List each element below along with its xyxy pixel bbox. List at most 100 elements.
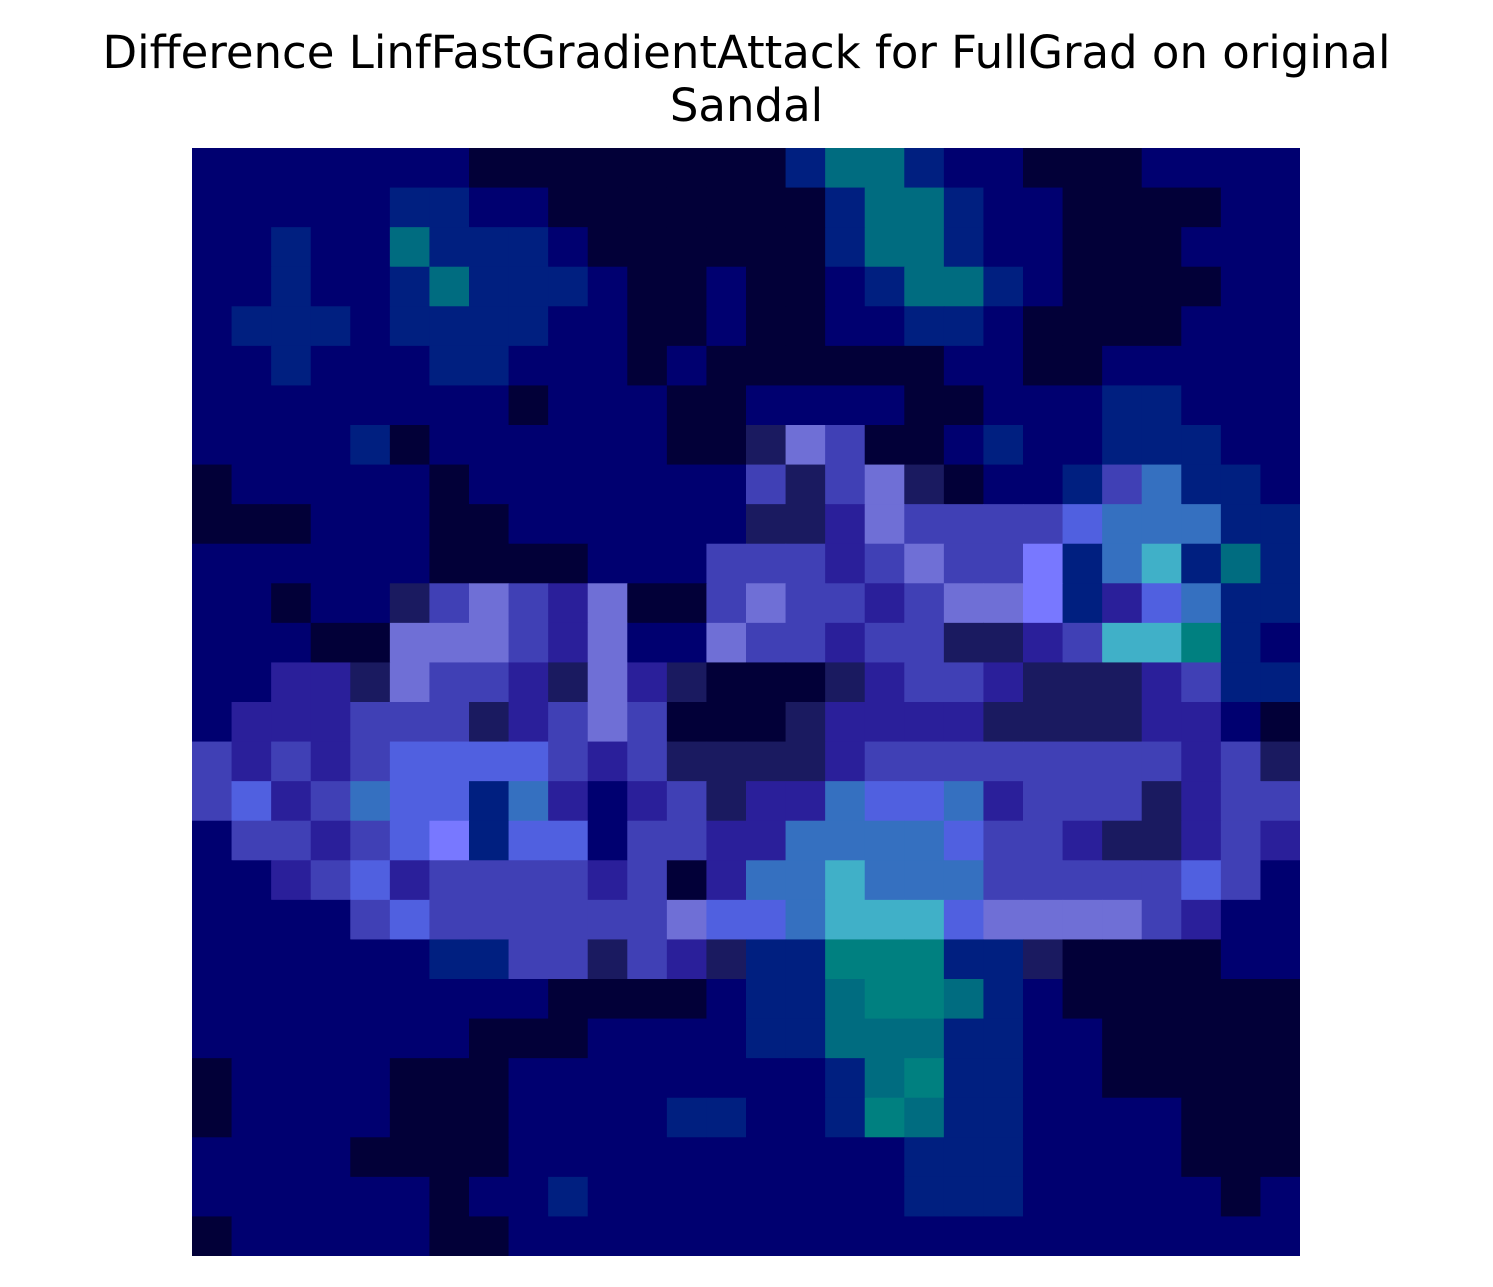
heatmap-cell	[627, 741, 668, 782]
heatmap-cell	[389, 227, 431, 268]
heatmap-cell	[429, 820, 470, 861]
heatmap-cell	[1181, 741, 1222, 782]
heatmap-cell	[587, 1097, 628, 1138]
heatmap-cell	[587, 464, 628, 505]
heatmap-cell	[429, 939, 470, 980]
heatmap-cell	[587, 1216, 628, 1256]
heatmap-cell	[508, 1058, 549, 1099]
heatmap-cell	[548, 781, 589, 822]
heatmap-cell	[1023, 622, 1064, 664]
heatmap-cell	[904, 781, 945, 822]
heatmap-cell	[508, 820, 549, 861]
heatmap-cell	[666, 543, 708, 584]
heatmap-cell	[429, 227, 470, 268]
heatmap-cell	[943, 741, 985, 782]
heatmap-cell	[1102, 1216, 1143, 1256]
heatmap-cell	[429, 662, 470, 703]
heatmap-cell	[627, 1176, 668, 1218]
heatmap-cell	[1220, 187, 1262, 228]
heatmap-cell	[1181, 860, 1222, 901]
heatmap-cell	[746, 345, 787, 387]
heatmap-cell	[1260, 464, 1300, 505]
heatmap-cell	[904, 345, 945, 387]
heatmap-cell	[1181, 1018, 1222, 1059]
heatmap-cell	[1102, 385, 1143, 426]
heatmap-cell	[1220, 1176, 1262, 1218]
heatmap-cell	[310, 227, 351, 268]
heatmap-cell	[192, 306, 233, 347]
heatmap-cell	[548, 306, 589, 347]
heatmap-cell	[1062, 1137, 1103, 1178]
heatmap-cell	[943, 702, 985, 743]
heatmap-cell	[1181, 1097, 1222, 1138]
heatmap-cell	[785, 979, 826, 1020]
heatmap-cell	[666, 306, 708, 347]
heatmap-cell	[746, 464, 787, 505]
heatmap-cell	[785, 1176, 826, 1218]
heatmap-cell	[1181, 227, 1222, 268]
heatmap-cell	[706, 1176, 747, 1218]
heatmap-cell	[983, 622, 1024, 664]
heatmap-cell	[469, 1097, 510, 1138]
heatmap-cell	[1260, 266, 1300, 307]
heatmap-cell	[271, 583, 312, 624]
heatmap-cell	[271, 425, 312, 466]
heatmap-cell	[1181, 345, 1222, 387]
heatmap-cell	[706, 266, 747, 307]
heatmap-cell	[943, 899, 985, 941]
heatmap-cell	[469, 583, 510, 624]
heatmap-cell	[825, 1137, 866, 1178]
heatmap-cell	[666, 385, 708, 426]
heatmap-cell	[1220, 741, 1262, 782]
heatmap-cell	[706, 1097, 747, 1138]
heatmap-cell	[1141, 306, 1182, 347]
heatmap-cell	[389, 543, 431, 584]
heatmap-cell	[508, 939, 549, 980]
heatmap-cell	[904, 1058, 945, 1099]
heatmap-cell	[469, 1137, 510, 1178]
heatmap-cell	[1062, 148, 1103, 189]
heatmap-cell	[983, 860, 1024, 901]
heatmap-cell	[469, 1058, 510, 1099]
heatmap-cell	[231, 1176, 272, 1218]
heatmap-cell	[706, 781, 747, 822]
heatmap-cell	[192, 385, 233, 426]
heatmap-cell	[983, 979, 1024, 1020]
heatmap-cell	[1181, 543, 1222, 584]
heatmap-cell	[1141, 622, 1182, 664]
heatmap-cell	[825, 979, 866, 1020]
heatmap-cell	[706, 385, 747, 426]
heatmap-cell	[389, 148, 431, 189]
heatmap-cell	[746, 860, 787, 901]
heatmap-cell	[231, 899, 272, 941]
heatmap-cell	[1062, 187, 1103, 228]
heatmap-cell	[746, 266, 787, 307]
heatmap-cell	[389, 979, 431, 1020]
heatmap-cell	[666, 1058, 708, 1099]
heatmap-cell	[627, 1216, 668, 1256]
heatmap-cell	[389, 1176, 431, 1218]
heatmap-cell	[429, 425, 470, 466]
heatmap-cell	[1220, 464, 1262, 505]
heatmap-cell	[825, 1176, 866, 1218]
heatmap-cell	[825, 385, 866, 426]
heatmap-cell	[825, 820, 866, 861]
heatmap-cell	[310, 979, 351, 1020]
heatmap-cell	[548, 345, 589, 387]
heatmap-cell	[904, 1018, 945, 1059]
heatmap-cell	[1181, 781, 1222, 822]
heatmap-cell	[1260, 504, 1300, 545]
heatmap-cell	[706, 979, 747, 1020]
heatmap-cell	[983, 227, 1024, 268]
heatmap-cell	[1102, 1137, 1143, 1178]
heatmap-cell	[825, 1097, 866, 1138]
heatmap-cell	[825, 306, 866, 347]
heatmap-cell	[231, 702, 272, 743]
heatmap-cell	[271, 266, 312, 307]
heatmap-cell	[1023, 860, 1064, 901]
heatmap-cell	[231, 622, 272, 664]
heatmap-cell	[706, 860, 747, 901]
heatmap-cell	[231, 504, 272, 545]
heatmap-cell	[666, 1176, 708, 1218]
heatmap-cell	[706, 187, 747, 228]
